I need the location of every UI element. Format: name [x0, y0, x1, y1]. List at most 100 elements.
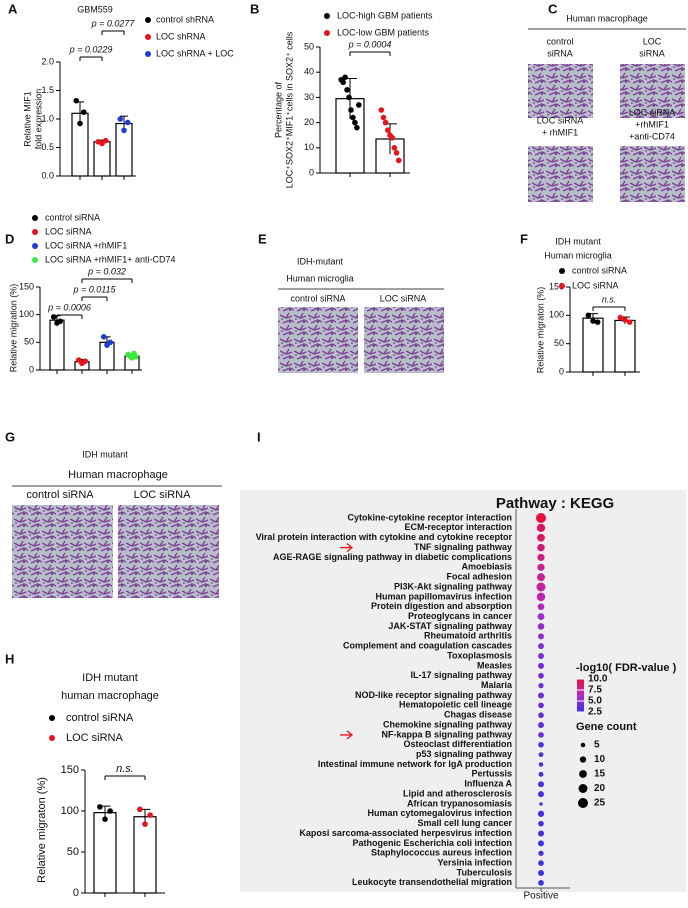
panel-label: A [8, 1, 18, 16]
data-point [352, 119, 358, 126]
dot [536, 592, 546, 602]
y-tick-label: Malaria [481, 680, 513, 690]
dot [538, 752, 544, 758]
chart-title: Pathway : KEGG [496, 495, 614, 512]
dot [537, 563, 545, 571]
annotation: p = 0.0229 [69, 44, 113, 54]
y-tick-label: Chemokine signaling pathway [383, 719, 512, 729]
size-label: 5 [594, 740, 600, 751]
size-key [579, 756, 587, 763]
y-tick-label: 50 [67, 846, 79, 858]
y-tick-label: 0.0 [41, 170, 54, 180]
dot [538, 702, 544, 709]
chart-title: human macrophage [61, 690, 159, 702]
y-axis-label: Relative MIF1 [22, 91, 32, 147]
caption: + rhMIF1 [542, 127, 578, 137]
annotation: p = 0.0277 [91, 18, 136, 28]
panel-label: H [5, 651, 14, 666]
data-point [346, 94, 352, 101]
panel-label: E [258, 231, 267, 246]
bar [582, 317, 604, 373]
plot-background [240, 490, 686, 892]
y-tick-label: 50 [304, 41, 314, 51]
data-point [342, 74, 348, 81]
y-axis-label: fold expression [33, 89, 43, 150]
y-tick-label: Viral protein interaction with cytokine … [256, 532, 513, 542]
legend-label: LOC siRNA [66, 732, 124, 744]
y-tick-label: JAK-STAT signaling pathway [388, 621, 512, 631]
y-tick-label: 0 [29, 364, 34, 374]
y-tick-label: PI3K-Akt signaling pathway [394, 581, 512, 591]
legend-marker [32, 215, 38, 221]
dot [537, 543, 545, 552]
dot [538, 850, 544, 856]
y-tick-label: 30 [304, 92, 314, 102]
colorbar [577, 679, 584, 712]
y-tick-label: Toxoplasmosis [447, 650, 512, 660]
y-tick-label: 100 [19, 309, 34, 319]
y-tick-label: 2.0 [41, 56, 54, 66]
legend-marker [32, 243, 38, 249]
legend-label: LOC siRNA +rhMIF1 [45, 240, 127, 250]
y-tick-label: Tuberculosis [457, 867, 512, 877]
legend-label: control siRNA [45, 212, 100, 222]
y-tick-label: Cytokine-cytokine receptor interaction [347, 512, 512, 522]
micrograph [620, 64, 685, 118]
data-point [107, 808, 113, 814]
caption: control siRNA [290, 293, 345, 303]
dot [538, 869, 544, 876]
micrograph [12, 505, 113, 598]
y-tick-label: Influenza A [464, 779, 512, 789]
caption: control siRNA [26, 489, 94, 501]
legend-label: LOC siRNA +rhMIF1+ anti-CD74 [45, 254, 176, 264]
micrograph [364, 307, 444, 373]
data-point [389, 134, 395, 141]
bar [133, 816, 157, 894]
y-tick-label: ECM-receptor interaction [404, 522, 512, 532]
y-tick-label: Amoebiasis [461, 562, 512, 572]
legend-label: LOC shRNA + LOC [156, 48, 234, 58]
data-point [594, 319, 601, 325]
annotation: p = 0.0006 [47, 302, 91, 312]
micrograph [528, 146, 593, 202]
dot [538, 820, 544, 827]
y-tick-label: African trypanosomiasis [407, 798, 512, 808]
dot [538, 741, 544, 748]
annotation: n.s. [602, 294, 617, 304]
size-key [578, 784, 588, 793]
y-tick-label: TNF signaling pathway [414, 542, 512, 552]
data-point [137, 806, 143, 813]
caption: LOC siRNA [537, 115, 584, 125]
colorbar-label: 2.5 [588, 707, 602, 718]
y-tick-label: 0 [559, 366, 564, 376]
panel-title: Human macrophage [566, 13, 648, 23]
panel-title: IDH mutant [82, 449, 128, 459]
dot [538, 830, 544, 837]
annotation: n.s. [116, 763, 134, 775]
dot [538, 633, 544, 640]
y-tick-label: NOD-like receptor signaling pathway [355, 690, 512, 700]
size-label: 15 [594, 769, 606, 780]
annotation: p = 0.0115 [72, 284, 116, 294]
y-tick-label: NF-kappa B signaling pathway [381, 729, 512, 739]
data-point [73, 97, 80, 104]
y-axis-label: Relative migration (%) [8, 284, 18, 373]
bar [93, 812, 117, 894]
dot [538, 643, 544, 650]
dot [538, 662, 544, 669]
dot [537, 613, 545, 621]
y-tick-label: 1.5 [41, 85, 54, 95]
panel-label: C [548, 1, 558, 16]
legend-marker [32, 229, 38, 235]
size-label: 25 [594, 798, 606, 809]
y-tick-label: 10 [304, 142, 314, 152]
legend-label: control shRNA [156, 14, 214, 24]
y-tick-label: 20 [304, 117, 314, 127]
data-point [350, 114, 356, 121]
size-key [578, 798, 588, 808]
y-tick-label: Intestinal immune network for IgA produc… [318, 759, 512, 769]
y-tick-label: Pathogenic Escherichia coli infection [352, 838, 512, 848]
arrow [340, 543, 354, 553]
data-point [107, 339, 114, 346]
